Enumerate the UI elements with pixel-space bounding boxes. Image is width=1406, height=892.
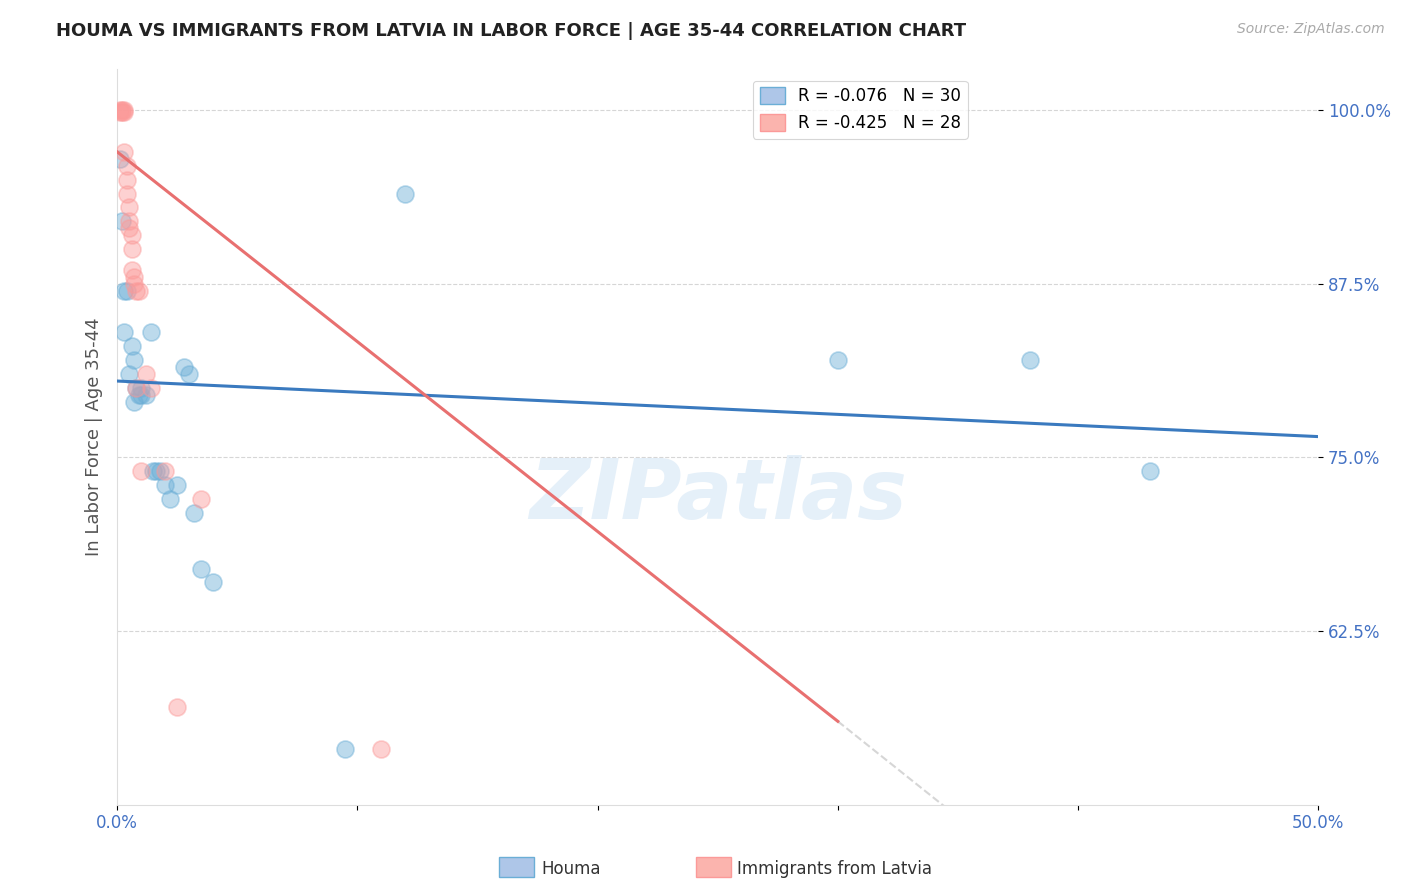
Point (394, 186, 416, 201)
Point (112, 284, 135, 298)
Text: ZIPatlas: ZIPatlas (529, 455, 907, 536)
Point (145, 464, 167, 478)
Point (166, 478, 188, 492)
Point (121, 228, 143, 243)
Point (121, 263, 143, 277)
Point (111, 214, 134, 228)
Point (112, 104, 135, 119)
Point (370, 742, 392, 756)
Point (125, 284, 148, 298)
Point (121, 242, 143, 256)
Point (108, 104, 131, 119)
Point (129, 464, 152, 478)
Point (155, 478, 177, 492)
Point (183, 506, 205, 520)
Point (129, 381, 152, 395)
Point (173, 360, 195, 375)
Point (159, 492, 181, 507)
Point (135, 388, 157, 402)
Point (115, 172, 138, 186)
Point (118, 367, 141, 381)
Point (112, 103, 135, 118)
Point (128, 284, 150, 298)
Point (122, 353, 145, 368)
Point (129, 388, 152, 402)
Point (202, 575, 225, 590)
Point (125, 381, 148, 395)
Point (128, 388, 150, 402)
Point (166, 700, 188, 714)
Text: HOUMA VS IMMIGRANTS FROM LATVIA IN LABOR FORCE | AGE 35-44 CORRELATION CHART: HOUMA VS IMMIGRANTS FROM LATVIA IN LABOR… (56, 22, 966, 40)
Point (335, 742, 357, 756)
Point (122, 395, 145, 409)
Point (155, 464, 177, 478)
Point (108, 103, 131, 118)
Point (108, 152, 131, 166)
Point (115, 186, 138, 201)
Point (121, 339, 143, 353)
Point (111, 104, 134, 119)
Text: Source: ZipAtlas.com: Source: ZipAtlas.com (1237, 22, 1385, 37)
Y-axis label: In Labor Force | Age 35-44: In Labor Force | Age 35-44 (86, 318, 103, 556)
Text: Immigrants from Latvia: Immigrants from Latvia (737, 860, 932, 878)
Point (190, 561, 212, 575)
Text: Houma: Houma (541, 860, 600, 878)
Point (118, 201, 141, 215)
Point (125, 381, 148, 395)
Point (1139, 464, 1161, 478)
Legend: R = -0.076   N = 30, R = -0.425   N = 28: R = -0.076 N = 30, R = -0.425 N = 28 (754, 80, 967, 138)
Point (122, 269, 145, 284)
Point (827, 353, 849, 368)
Point (142, 464, 165, 478)
Point (190, 492, 212, 507)
Point (118, 221, 141, 235)
Point (115, 284, 138, 298)
Point (112, 145, 135, 159)
Point (149, 464, 172, 478)
Point (179, 367, 201, 381)
Point (115, 159, 138, 173)
Point (135, 367, 157, 381)
Point (112, 326, 135, 340)
Point (111, 103, 134, 118)
Point (139, 326, 162, 340)
Point (139, 381, 162, 395)
Point (1019, 353, 1042, 368)
Point (118, 214, 141, 228)
Point (122, 277, 145, 291)
